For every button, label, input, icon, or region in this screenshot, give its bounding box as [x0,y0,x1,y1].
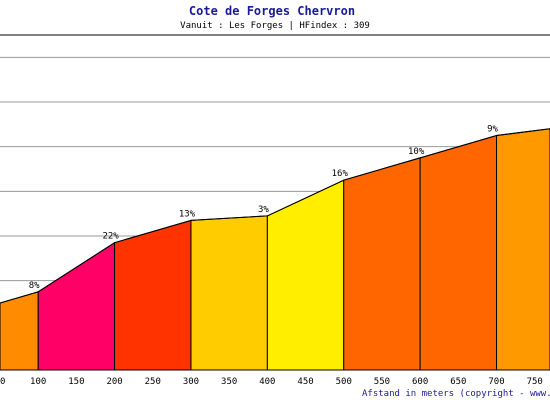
gradient-label: 16% [332,169,349,179]
x-tick-label: 0 [0,377,5,387]
x-tick-label: 350 [221,377,237,387]
x-tick-label: 300 [183,377,199,387]
gradient-label: 3% [258,205,269,215]
x-tick-labels: 0 100 150 200 250 300 350 400 450 500 550 600 650 700… [0,377,543,387]
chart-subtitle: Vanuit : Les Forges | HFindex : 309 [180,21,370,31]
profile-areas [0,128,550,371]
gradient-label: 8% [29,281,40,291]
profile-line [0,128,550,304]
gradient-label: 22% [102,232,119,242]
gradient-label: 9% [487,125,498,135]
profile-segment [266,179,345,371]
x-tick-label: 550 [374,377,390,387]
profile-segment [37,241,116,371]
x-tick-label: 750 [527,377,543,387]
x-tick-label: 500 [336,377,352,387]
gradient-labels: 8% 22% 13% 3% 16% 10% 9% [29,125,499,291]
profile-outline [0,128,550,304]
x-tick-label: 700 [488,377,504,387]
x-tick-label: 100 [30,377,46,387]
x-tick-label: 200 [106,377,122,387]
x-tick-label: 650 [450,377,466,387]
profile-segment [0,291,39,371]
chart-title: Cote de Forges Chervron [189,4,355,18]
profile-segment [496,128,550,371]
profile-segment [190,215,268,371]
x-axis-label: Afstand in meters (copyright - www.hard [362,389,550,399]
profile-segment [114,219,192,371]
profile-segment [343,157,421,371]
gradient-label: 13% [179,209,196,219]
x-tick-label: 250 [145,377,161,387]
profile-segment [419,134,498,371]
x-tick-label: 400 [259,377,275,387]
gradient-label: 10% [408,147,425,157]
x-tick-label: 150 [68,377,84,387]
x-tick-label: 600 [412,377,428,387]
x-tick-label: 450 [297,377,313,387]
